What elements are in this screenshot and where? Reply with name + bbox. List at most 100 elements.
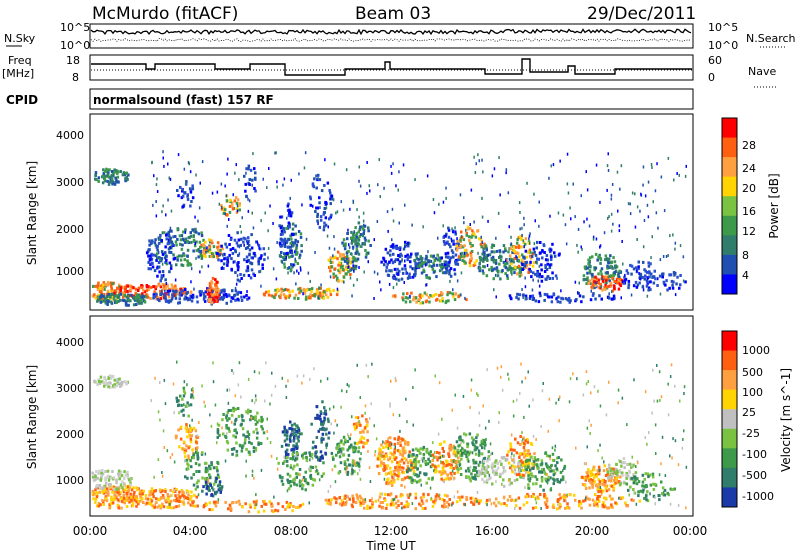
- power-cell: [178, 293, 182, 297]
- power-cell: [629, 212, 632, 216]
- velocity-cell: [581, 475, 584, 479]
- power-cell: [287, 213, 291, 217]
- power-cell: [161, 210, 163, 214]
- velocity-cell: [234, 435, 237, 439]
- velocity-cell: [479, 472, 482, 476]
- power-cell: [218, 244, 221, 248]
- velocity-cell: [632, 488, 635, 491]
- power-cell: [650, 256, 652, 260]
- power-cell: [122, 171, 126, 175]
- power-cell: [315, 186, 318, 190]
- power-cell: [137, 301, 141, 305]
- power-cell: [346, 261, 349, 265]
- velocity-cell: [511, 470, 514, 474]
- power-cell: [364, 255, 368, 259]
- power-cell: [524, 261, 527, 265]
- power-cell: [671, 286, 675, 290]
- power-cell: [222, 296, 226, 300]
- power-cell: [259, 247, 262, 251]
- velocity-cell: [637, 494, 640, 498]
- velocity-cell: [103, 384, 106, 388]
- power-cell: [328, 258, 332, 262]
- power-cell: [98, 287, 101, 290]
- velocity-cell: [310, 452, 314, 456]
- power-cell: [293, 271, 295, 275]
- power-cell: [672, 233, 674, 237]
- velocity-cell: [469, 479, 472, 483]
- velocity-cell: [642, 488, 645, 492]
- power-cell: [323, 207, 326, 210]
- power-cell: [592, 237, 595, 241]
- power-cell: [591, 283, 595, 287]
- velocity-cell: [255, 436, 259, 440]
- power-cell: [451, 227, 453, 231]
- power-cell: [345, 168, 348, 172]
- power-cell: [588, 224, 591, 228]
- power-cell: [639, 275, 642, 279]
- power-cell: [675, 282, 678, 286]
- power-cell: [211, 191, 214, 195]
- power-cell: [217, 289, 221, 293]
- power-cell: [603, 231, 606, 235]
- power-cell: [221, 247, 224, 251]
- power-cell: [160, 292, 163, 296]
- power-cell: [247, 258, 250, 262]
- power-cell: [511, 251, 514, 254]
- velocity-cell: [205, 476, 209, 480]
- velocity-cell: [385, 443, 389, 447]
- power-cell: [154, 287, 157, 291]
- velocity-cell: [591, 473, 595, 477]
- velocity-cell: [295, 452, 299, 456]
- power-cell: [280, 251, 283, 254]
- power-cell: [231, 252, 235, 255]
- velocity-cell: [357, 450, 360, 454]
- power-cell: [318, 291, 322, 295]
- velocity-cell: [189, 497, 192, 501]
- power-cell: [491, 255, 495, 259]
- power-cell: [522, 293, 525, 297]
- power-cell: [205, 248, 208, 252]
- power-cell: [167, 233, 170, 237]
- power-cell: [263, 258, 266, 262]
- power-cell: [406, 258, 409, 262]
- power-cell: [158, 258, 162, 262]
- power-cell: [215, 280, 219, 284]
- power-cell: [454, 253, 458, 257]
- velocity-cell: [377, 472, 381, 475]
- power-cell: [237, 265, 240, 269]
- power-cell: [518, 201, 521, 205]
- colorbar-segment: [722, 176, 737, 197]
- power-cell: [445, 196, 447, 200]
- power-cell: [113, 168, 116, 172]
- velocity-cell: [479, 443, 482, 447]
- velocity-cell: [362, 441, 365, 445]
- power-colorbar-frame: [721, 117, 738, 295]
- power-cell: [492, 277, 495, 281]
- power-cell: [592, 235, 595, 239]
- power-cell: [407, 241, 410, 245]
- velocity-cell: [614, 467, 618, 471]
- power-cell: [481, 158, 483, 162]
- velocity-cell: [325, 427, 328, 431]
- power-cell: [358, 165, 360, 169]
- power-cell: [236, 204, 239, 208]
- power-cell: [150, 261, 153, 265]
- power-cell: [123, 173, 127, 177]
- velocity-cell: [216, 435, 219, 439]
- power-cell: [341, 241, 344, 245]
- power-cell: [351, 238, 354, 242]
- power-cell: [336, 287, 339, 291]
- power-cell: [165, 213, 167, 217]
- velocity-cell: [406, 441, 410, 444]
- power-cell: [419, 256, 422, 260]
- power-cell: [482, 247, 485, 251]
- power-cell: [242, 273, 246, 277]
- velocity-cell: [595, 474, 598, 478]
- power-cell: [424, 263, 427, 267]
- power-cell: [185, 180, 188, 184]
- velocity-cell: [446, 460, 449, 464]
- velocity-cell: [113, 497, 116, 501]
- power-cell: [354, 264, 358, 268]
- power-cell: [604, 271, 608, 275]
- velocity-cell: [321, 432, 325, 436]
